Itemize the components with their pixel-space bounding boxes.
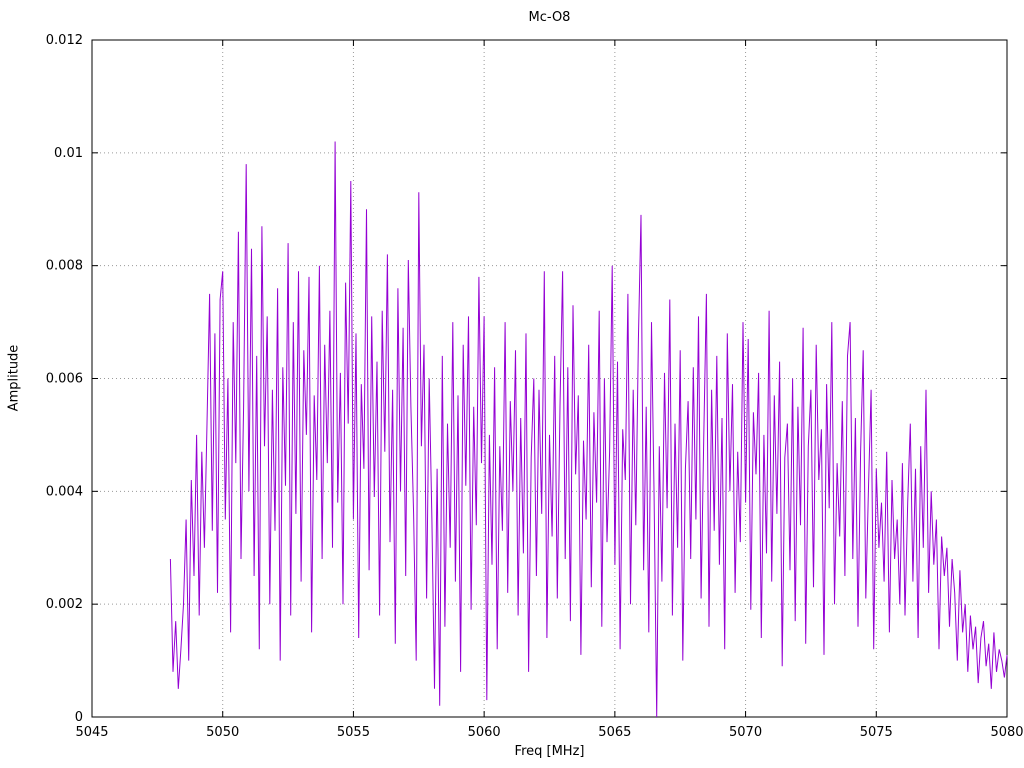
x-tick-label: 5075 <box>860 725 893 740</box>
y-axis-label: Amplitude <box>6 344 22 412</box>
x-tick-label: 5070 <box>729 725 762 740</box>
x-axis-label: Freq [MHz] <box>514 744 585 759</box>
chart-title: Mc-O8 <box>528 10 571 25</box>
y-tick-label: 0.004 <box>46 484 83 499</box>
y-tick-label: 0 <box>75 710 83 725</box>
x-tick-label: 5060 <box>468 725 501 740</box>
x-tick-label: 5065 <box>598 725 631 740</box>
x-tick-label: 5045 <box>75 725 108 740</box>
x-tick-label: 5080 <box>990 725 1023 740</box>
y-tick-label: 0.01 <box>54 146 83 161</box>
y-tick-label: 0.006 <box>46 372 83 387</box>
spectrum-trace <box>169 141 1008 718</box>
y-tick-label: 0.008 <box>46 259 83 274</box>
x-tick-label: 5050 <box>206 725 239 740</box>
x-tick-label: 5055 <box>337 725 370 740</box>
y-tick-label: 0.012 <box>46 33 83 48</box>
y-tick-label: 0.002 <box>46 597 83 612</box>
